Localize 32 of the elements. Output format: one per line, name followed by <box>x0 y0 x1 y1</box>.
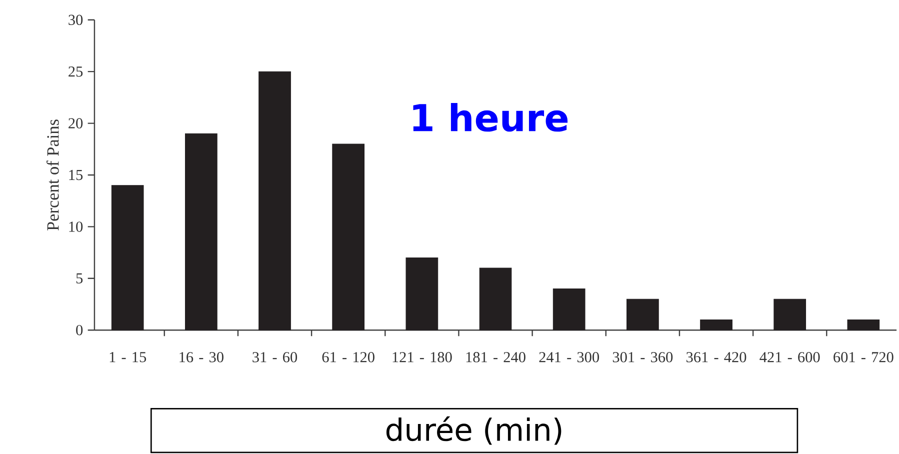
bar <box>626 298 659 330</box>
y-tick-label: 0 <box>76 324 83 336</box>
x-tick-label: 601 - 720 <box>834 352 894 362</box>
y-tick-label: 25 <box>68 66 83 77</box>
bar <box>406 257 438 330</box>
x-tick-label: 16 - 30 <box>180 352 224 362</box>
bar <box>479 268 512 330</box>
x-tick-label: 361 - 420 <box>686 352 746 362</box>
y-tick-label: 5 <box>76 273 83 284</box>
x-tick-label: 301 - 360 <box>612 352 673 362</box>
bar <box>184 133 218 330</box>
bar <box>847 319 880 330</box>
y-tick-label: 15 <box>69 170 83 180</box>
bar <box>552 288 586 330</box>
bar <box>332 144 365 330</box>
x-tick-label: 61 - 120 <box>322 352 374 362</box>
x-tick-label: 181 - 240 <box>466 352 526 362</box>
bar <box>774 298 806 330</box>
x-tick-label: 241 - 300 <box>539 352 599 362</box>
x-tick-label: 1 - 15 <box>110 352 146 362</box>
y-tick-label: 30 <box>68 14 83 25</box>
bar <box>700 319 732 330</box>
annotation: 1 heure <box>413 102 568 132</box>
y-tick-label: 10 <box>69 221 83 232</box>
bar <box>258 71 291 330</box>
y-tick-label: 20 <box>68 118 83 128</box>
x-tick-label: 421 - 600 <box>760 352 820 362</box>
x-tick-label: 121 - 180 <box>392 352 452 362</box>
x-tick-label: 31 - 60 <box>252 352 298 362</box>
bar <box>111 184 144 330</box>
y-axis-title: Percent of Pains <box>46 119 59 230</box>
x-axis-title: durée (min) <box>386 416 562 445</box>
